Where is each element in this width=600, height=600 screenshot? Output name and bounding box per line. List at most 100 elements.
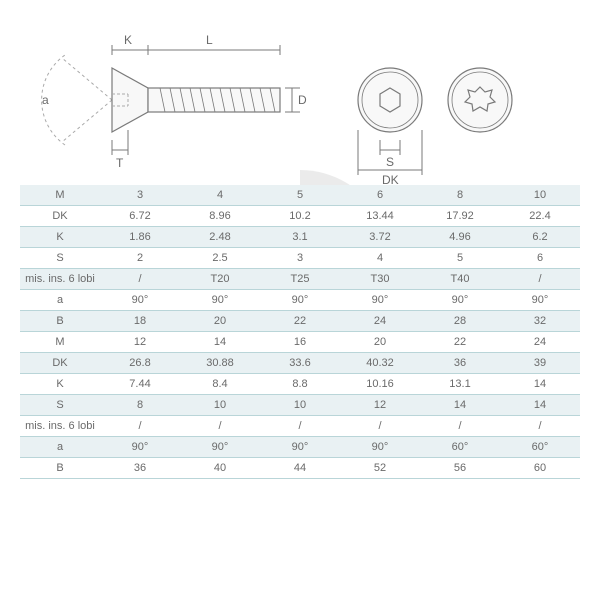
cell: 90° [340,437,420,458]
cell: 16 [260,332,340,353]
row-label: a [20,290,100,311]
cell: 40 [180,458,260,479]
cell: 8 [100,395,180,416]
cell: 10.16 [340,374,420,395]
cell: 90° [340,290,420,311]
table-row: B364044525660 [20,458,580,479]
cell: 1.86 [100,227,180,248]
table-row: a90°90°90°90°60°60° [20,437,580,458]
cell: 14 [420,395,500,416]
cell: 8.8 [260,374,340,395]
cell: 13.44 [340,206,420,227]
cell: 8 [420,185,500,206]
cell: 14 [500,395,580,416]
cell: / [500,269,580,290]
row-label: B [20,458,100,479]
cell: 90° [500,290,580,311]
row-label: mis. ins. 6 lobi [20,416,100,437]
cell: 6 [500,248,580,269]
cell: 52 [340,458,420,479]
cell: 12 [100,332,180,353]
cell: 18 [100,311,180,332]
cell: 90° [260,290,340,311]
cell: 3.72 [340,227,420,248]
cell: / [260,416,340,437]
label-D: D [298,93,307,107]
cell: 39 [500,353,580,374]
cell: 90° [420,290,500,311]
row-label: B [20,311,100,332]
cell: 32 [500,311,580,332]
table-row: M3456810 [20,185,580,206]
cell: 56 [420,458,500,479]
cell: 44 [260,458,340,479]
cell: 14 [500,374,580,395]
row-label: K [20,374,100,395]
cell: T40 [420,269,500,290]
row-label: DK [20,206,100,227]
table-row: K7.448.48.810.1613.114 [20,374,580,395]
cell: 4 [180,185,260,206]
screw-diagram: a K L D [0,0,600,185]
label-K: K [124,33,132,47]
row-label: S [20,248,100,269]
cell: 4.96 [420,227,500,248]
label-DK: DK [382,173,399,185]
cell: 2.48 [180,227,260,248]
cell: 3 [260,248,340,269]
table-row: mis. ins. 6 lobi/T20T25T30T40/ [20,269,580,290]
label-a: a [42,93,49,107]
cell: 90° [180,437,260,458]
row-label: DK [20,353,100,374]
cell: 8.4 [180,374,260,395]
cell: 60° [420,437,500,458]
cell: 30.88 [180,353,260,374]
cell: 40.32 [340,353,420,374]
cell: 33.6 [260,353,340,374]
cell: 90° [180,290,260,311]
cell: 36 [100,458,180,479]
cell: 60° [500,437,580,458]
cell: T20 [180,269,260,290]
cell: 14 [180,332,260,353]
cell: 20 [180,311,260,332]
cell: T25 [260,269,340,290]
row-label: K [20,227,100,248]
row-label: S [20,395,100,416]
table-row: M121416202224 [20,332,580,353]
cell: 10 [500,185,580,206]
row-label: mis. ins. 6 lobi [20,269,100,290]
cell: 2 [100,248,180,269]
cell: 22 [420,332,500,353]
table-row: mis. ins. 6 lobi////// [20,416,580,437]
cell: 24 [500,332,580,353]
cell: 7.44 [100,374,180,395]
cell: 17.92 [420,206,500,227]
label-L: L [206,33,213,47]
cell: 90° [100,290,180,311]
cell: 20 [340,332,420,353]
table-row: B182022242832 [20,311,580,332]
cell: 5 [420,248,500,269]
cell: 6.2 [500,227,580,248]
cell: / [420,416,500,437]
cell: 28 [420,311,500,332]
cell: 24 [340,311,420,332]
cell: 6 [340,185,420,206]
table-row: DK6.728.9610.213.4417.9222.4 [20,206,580,227]
spec-table: M3456810DK6.728.9610.213.4417.9222.4K1.8… [20,185,580,479]
cell: 26.8 [100,353,180,374]
cell: 13.1 [420,374,500,395]
cell: 8.96 [180,206,260,227]
cell: 3.1 [260,227,340,248]
table-row: S81010121414 [20,395,580,416]
cell: 2.5 [180,248,260,269]
cell: 22.4 [500,206,580,227]
cell: 6.72 [100,206,180,227]
cell: 12 [340,395,420,416]
cell: 3 [100,185,180,206]
cell: 10 [180,395,260,416]
table-row: a90°90°90°90°90°90° [20,290,580,311]
cell: 10.2 [260,206,340,227]
cell: 36 [420,353,500,374]
